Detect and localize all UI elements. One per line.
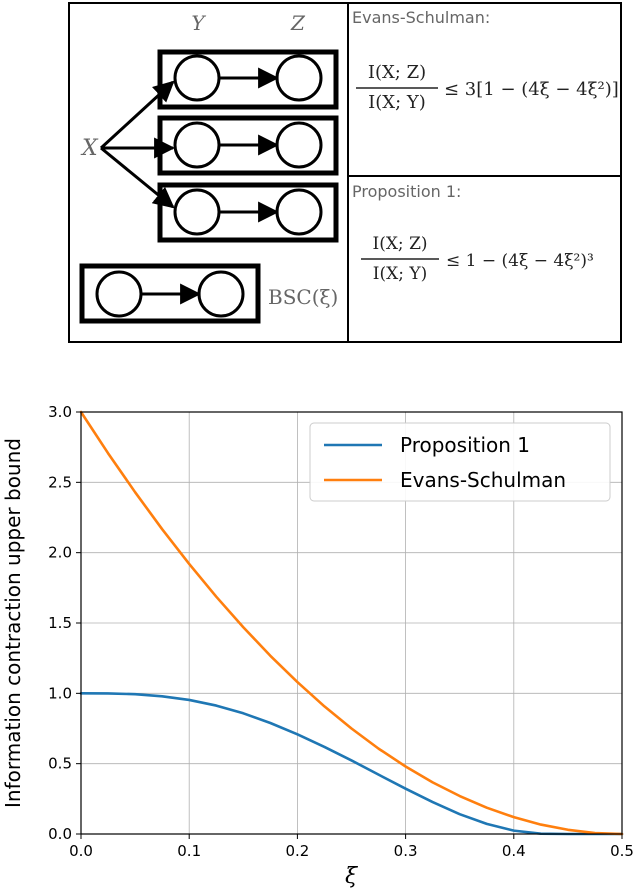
evans-schulman-numerator: I(X; Z) bbox=[368, 62, 426, 83]
x-tick-label-0: 0.0 bbox=[69, 842, 93, 860]
x-axis-ticks: 0.0 0.1 0.2 0.3 0.4 0.5 bbox=[69, 834, 634, 860]
evans-schulman-rhs: ≤ 3[1 − (4ξ − 4ξ²)] bbox=[444, 79, 619, 100]
x-axis-label: ξ bbox=[345, 864, 359, 888]
evans-schulman-denominator: I(X; Y) bbox=[368, 92, 426, 113]
proposition-denominator: I(X; Y) bbox=[373, 264, 427, 284]
series-line-evans-schulman bbox=[79, 410, 624, 836]
y-tick-label-3: 1.5 bbox=[48, 614, 72, 632]
y-axis-ticks: 0.0 0.5 1.0 1.5 2.0 2.5 3.0 bbox=[48, 403, 81, 843]
bsc-block-top bbox=[157, 49, 339, 110]
y-tick-label-6: 3.0 bbox=[48, 403, 72, 421]
x-tick-label-5: 0.5 bbox=[610, 842, 634, 860]
proposition-panel-title: Proposition 1: bbox=[352, 182, 461, 201]
y-tick-label-1: 0.5 bbox=[48, 755, 72, 773]
chart-legend: Proposition 1 Evans-Schulman bbox=[309, 422, 611, 502]
x-tick-label-3: 0.3 bbox=[394, 842, 418, 860]
x-tick-label-1: 0.1 bbox=[177, 842, 201, 860]
proposition-numerator: I(X; Z) bbox=[372, 234, 427, 254]
bsc-block-middle bbox=[157, 115, 339, 176]
x-tick-label-4: 0.4 bbox=[502, 842, 526, 860]
y-tick-label-5: 2.5 bbox=[48, 473, 72, 491]
information-diagram: Y Z X bbox=[68, 2, 622, 343]
x-variable-label: X bbox=[80, 136, 99, 161]
legend-label-evans-schulman: Evans-Schulman bbox=[400, 468, 566, 492]
bsc-label: BSC(ξ) bbox=[268, 285, 338, 309]
bsc-legend-block bbox=[79, 263, 261, 324]
y-axis-label: Information contraction upper bound bbox=[1, 438, 25, 808]
proposition-rhs: ≤ 1 − (4ξ − 4ξ²)³ bbox=[446, 251, 594, 271]
legend-label-proposition-1: Proposition 1 bbox=[400, 433, 530, 457]
series-group bbox=[79, 410, 624, 836]
z-variable-label: Z bbox=[290, 11, 306, 35]
evans-schulman-panel-title: Evans-Schulman: bbox=[352, 8, 490, 27]
legend-box bbox=[309, 422, 611, 502]
y-tick-label-0: 0.0 bbox=[48, 825, 72, 843]
line-chart: 0.0 0.1 0.2 0.3 0.4 0.5 0.0 0.5 1.0 1.5 2.0 2.5 3.0… bbox=[1, 403, 634, 888]
bsc-block-bottom bbox=[157, 182, 339, 243]
series-line-proposition-1 bbox=[79, 692, 624, 836]
y-variable-label: Y bbox=[191, 11, 206, 35]
diagram-frame bbox=[68, 2, 622, 343]
x-tick-label-2: 0.2 bbox=[285, 842, 309, 860]
y-tick-label-4: 2.0 bbox=[48, 544, 72, 562]
y-tick-label-2: 1.0 bbox=[48, 684, 72, 702]
